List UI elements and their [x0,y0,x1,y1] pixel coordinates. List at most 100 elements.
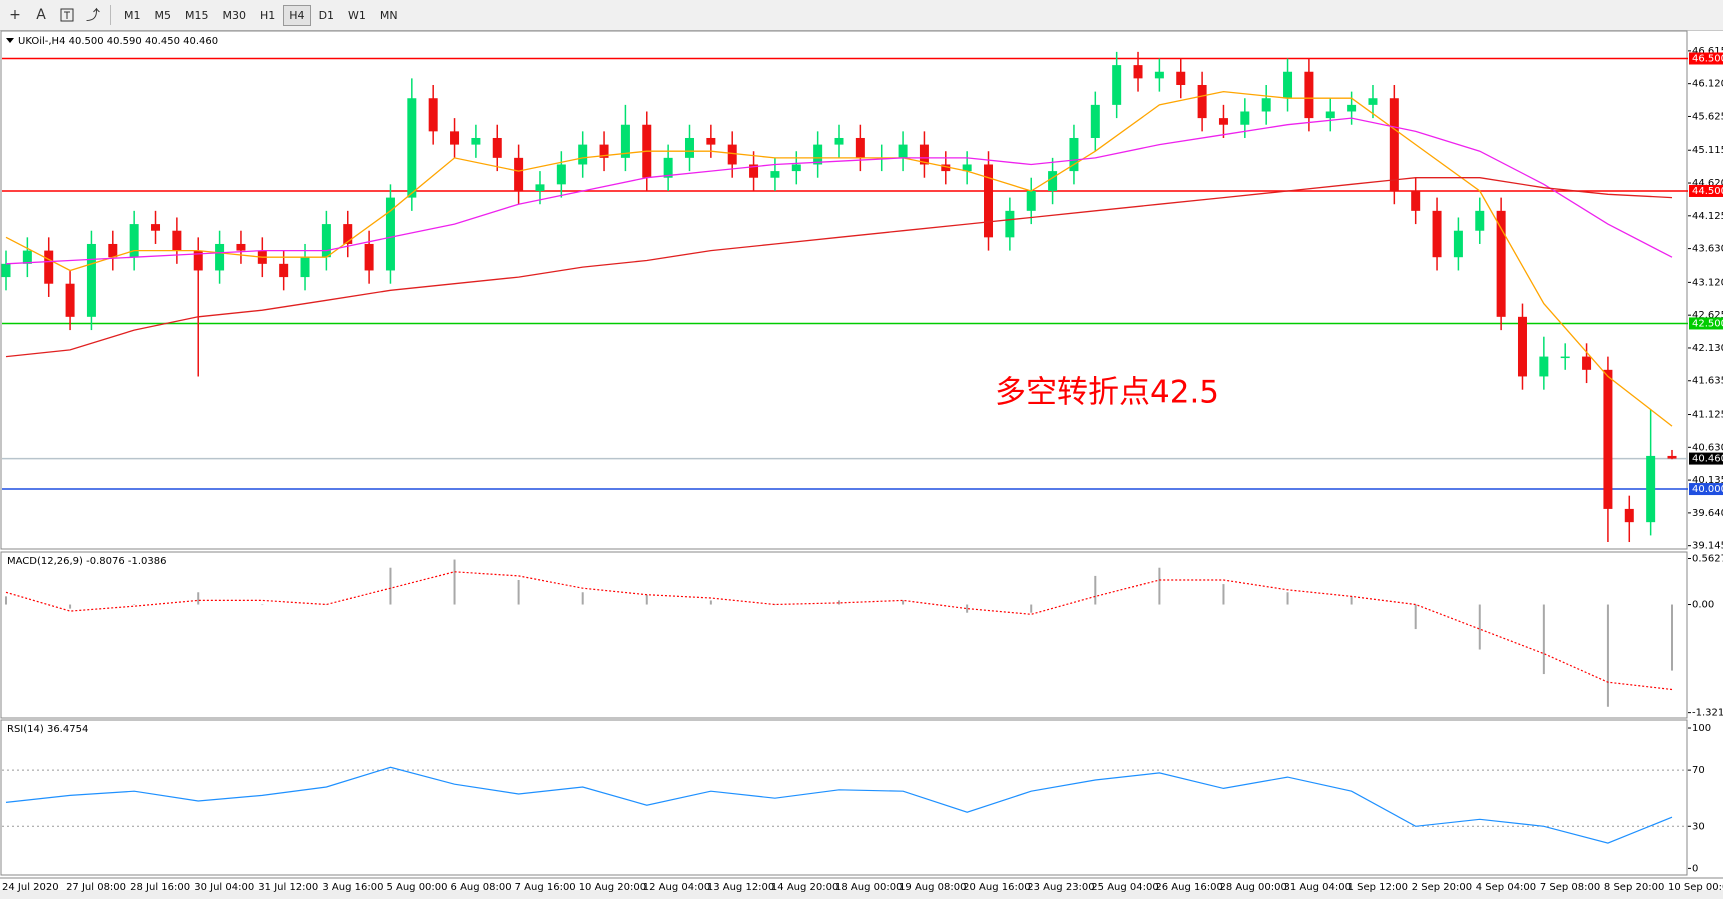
text-tool[interactable]: A [36,7,46,23]
price-level-label: 46.500 [1692,53,1723,64]
timeframe-button[interactable]: D1 [318,8,335,22]
x-tick-label: 6 Aug 08:00 [451,882,512,893]
y-tick-label: 46.615 [1692,46,1723,57]
x-tick-label: 5 Aug 00:00 [386,882,447,893]
y-tick-label: 70 [1692,765,1705,776]
y-tick-label: 44.620 [1692,178,1723,189]
candle-body [151,224,161,231]
candle-body [727,144,737,165]
timeframe-button[interactable]: M30 [222,8,247,22]
separator [110,5,111,25]
rsi-line [5,766,1673,844]
x-tick-label: 7 Aug 16:00 [515,882,576,893]
candle-body [450,131,460,145]
timeframe-button[interactable]: W1 [348,8,366,22]
candle-body [236,243,246,251]
candle-body [791,164,801,172]
x-tick-label: 18 Aug 00:00 [835,882,902,893]
timeframe-button[interactable]: M5 [154,8,172,22]
macd-bar [1222,584,1225,605]
candle-body [834,137,844,145]
indicator-title: RSI(14) 36.4754 [7,724,88,735]
price-level-label: 40.000 [1692,484,1723,495]
macd-bar [645,594,648,605]
chart-title: UKOil-,H4 40.500 40.590 40.450 40.460 [18,36,218,47]
x-tick-label: 31 Aug 04:00 [1284,882,1351,893]
macd-bar [902,600,905,605]
y-tick-label: 0.00 [1692,600,1714,611]
candle-body [984,164,994,238]
macd-bar [966,604,969,613]
y-tick-label: 0 [1692,863,1698,874]
candle-body [706,137,716,145]
candle-body [620,124,630,158]
candle-body [1624,508,1634,523]
timeframe-button[interactable]: H1 [260,8,276,22]
x-tick-label: 1 Sep 12:00 [1348,882,1408,893]
y-tick-label: 46.120 [1692,79,1723,90]
y-tick-label: 45.115 [1692,145,1723,156]
timeframe-button[interactable]: M15 [185,8,209,22]
x-tick-label: 30 Jul 04:00 [194,882,254,893]
x-tick-label: 12 Aug 04:00 [643,882,710,893]
crosshair-tool[interactable]: + [9,7,21,23]
macd-bar [325,604,328,606]
candle-body [1389,98,1399,191]
macd-bar [1350,596,1353,605]
candle-body [663,157,673,178]
rsi-panel-border [0,719,1688,876]
toolbar: + A ⤴ M1 M5 M15 M30 H1 H4 D1 W1 MN [0,0,1723,31]
candle-body [1453,230,1463,258]
x-tick-label: 28 Aug 00:00 [1219,882,1286,893]
x-tick-label: 4 Sep 04:00 [1476,882,1536,893]
y-tick-label: 41.635 [1692,376,1723,387]
candle-body [44,250,54,284]
y-tick-label: 0.5627 [1692,554,1723,565]
y-tick-label: 43.630 [1692,244,1723,255]
candle-body [1005,210,1015,238]
candle-body [1154,71,1164,79]
macd-bar [1542,604,1545,675]
timeframe-button[interactable]: M1 [124,8,141,22]
price-level-box [1689,452,1723,465]
candle-body [300,257,310,278]
label-tool[interactable] [56,4,78,26]
price-level-box [1689,184,1723,197]
x-tick-label: 27 Jul 08:00 [66,882,126,893]
candle-body [1539,356,1549,377]
y-tick-label: 41.125 [1692,410,1723,421]
candle-body [1646,455,1656,523]
timeframe-button[interactable]: H4 [283,4,311,26]
shapes-tool[interactable]: ⤴ [86,8,100,24]
tab-strip [0,890,1723,899]
candle-body [1026,190,1036,211]
y-tick-label: 40.135 [1692,475,1723,486]
moving-average [5,117,1673,265]
x-tick-label: 19 Aug 08:00 [899,882,966,893]
candle-body [471,137,481,145]
timeframe-button[interactable]: MN [379,8,398,22]
candle-body [749,164,759,178]
candle-body [1517,316,1527,377]
candle-body [1283,71,1293,99]
candle-body [193,250,203,271]
candle-body [343,224,353,244]
candle-body [1197,84,1207,119]
candle-body [1218,118,1228,125]
candle-body [1475,210,1485,231]
macd-bar [1286,592,1289,605]
x-tick-label: 28 Jul 16:00 [130,882,190,893]
macd-bar [389,567,392,605]
candle-body [514,157,524,191]
candle-body [962,164,972,172]
y-tick-label: 40.630 [1692,442,1723,453]
x-tick-label: 20 Aug 16:00 [963,882,1030,893]
x-tick-label: 10 Sep 00:00 [1668,882,1723,893]
candle-body [770,171,780,178]
x-tick-label: 24 Jul 2020 [2,882,59,893]
moving-average [5,177,1673,358]
y-tick-label: 43.120 [1692,277,1723,288]
macd-bar [1414,604,1417,630]
candle-body [108,243,118,258]
